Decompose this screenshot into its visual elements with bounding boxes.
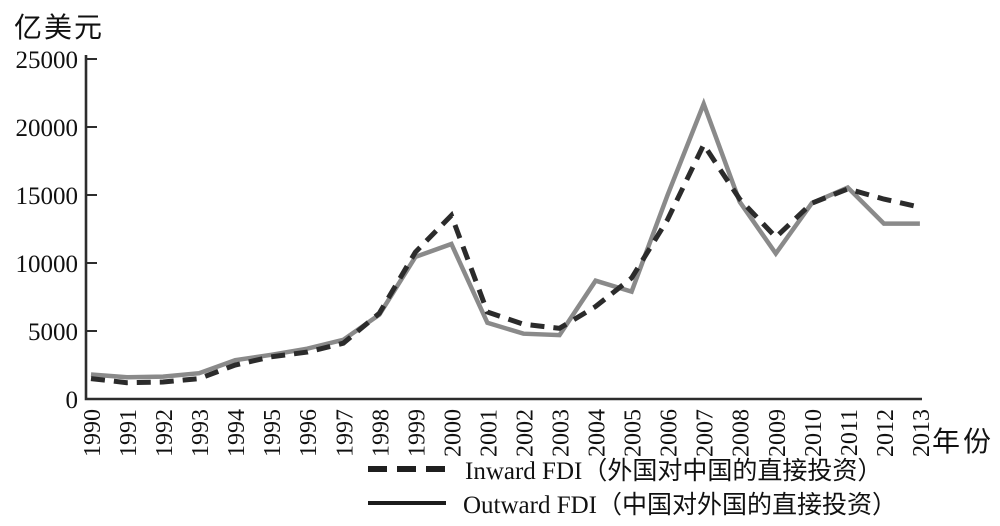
x-tick-label: 1995 bbox=[260, 409, 286, 457]
x-tick-label: 1994 bbox=[224, 409, 250, 457]
x-tick-label: 2000 bbox=[440, 409, 466, 457]
y-axis-unit-label: 亿美元 bbox=[14, 13, 105, 44]
outward-solid-line-sample bbox=[368, 501, 446, 505]
x-tick-label: 1993 bbox=[188, 409, 214, 457]
x-tick-label: 2003 bbox=[549, 409, 575, 457]
y-tick-label: 15000 bbox=[16, 183, 79, 210]
legend-label-inward: Inward FDI（外国对中国的直接投资） bbox=[465, 458, 883, 485]
x-tick-label: 2007 bbox=[693, 409, 719, 457]
inward-dashed-line-sample bbox=[368, 466, 448, 472]
x-tick-label: 2012 bbox=[873, 409, 899, 457]
y-tick-label: 25000 bbox=[16, 47, 79, 74]
x-tick-label: 1996 bbox=[296, 409, 322, 457]
x-tick-label: 1999 bbox=[404, 409, 430, 457]
x-tick-label: 2004 bbox=[585, 409, 611, 457]
x-tick-label: 2010 bbox=[801, 409, 827, 457]
x-tick-label: 2002 bbox=[512, 409, 538, 457]
outward-series-line bbox=[90, 97, 920, 380]
x-tick-label: 2011 bbox=[837, 409, 863, 456]
legend: Inward FDI（外国对中国的直接投资） Outward FDI（中国对外国… bbox=[368, 452, 897, 520]
y-tick-label: 0 bbox=[66, 387, 79, 414]
x-tick-label: 1997 bbox=[332, 409, 358, 457]
y-tick-label: 20000 bbox=[16, 115, 79, 142]
x-axis-title: 年份 bbox=[932, 427, 995, 458]
legend-label-outward: Outward FDI（中国对外国的直接投资） bbox=[463, 492, 898, 519]
x-tick-label: 2013 bbox=[909, 409, 935, 457]
x-tick-label: 1992 bbox=[152, 409, 178, 457]
inward-series-line bbox=[90, 139, 921, 386]
legend-item-inward: Inward FDI（外国对中国的直接投资） bbox=[368, 452, 897, 486]
x-tick-label: 2009 bbox=[765, 409, 791, 457]
x-tick-label: 2005 bbox=[621, 409, 647, 457]
x-tick-label: 1990 bbox=[80, 409, 106, 457]
x-tick-label: 2008 bbox=[729, 409, 755, 457]
x-tick-label: 2001 bbox=[476, 409, 502, 457]
x-tick-label: 1991 bbox=[116, 409, 142, 457]
legend-item-outward: Outward FDI（中国对外国的直接投资） bbox=[368, 486, 897, 520]
y-tick-label: 10000 bbox=[16, 251, 79, 278]
y-tick-label: 5000 bbox=[28, 319, 78, 346]
x-tick-label: 2006 bbox=[657, 409, 683, 457]
x-tick-label: 1998 bbox=[368, 409, 394, 457]
